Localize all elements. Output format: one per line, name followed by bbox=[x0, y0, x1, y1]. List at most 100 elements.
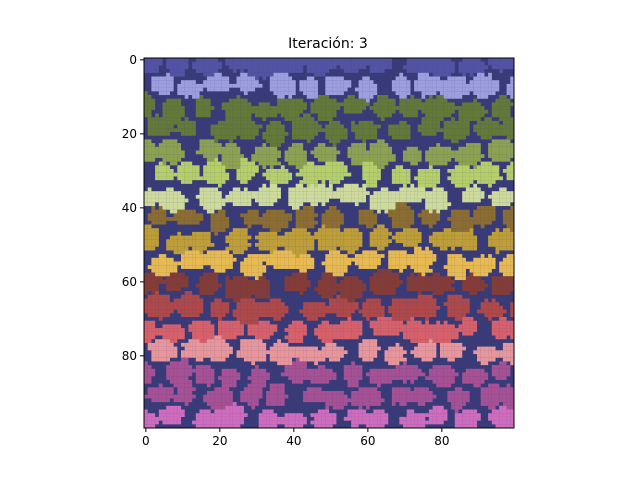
heatmap-cell bbox=[414, 102, 418, 107]
heatmap-cell bbox=[292, 154, 296, 158]
heatmap-cell bbox=[314, 231, 318, 236]
heatmap-cell bbox=[255, 194, 259, 199]
heatmap-cell bbox=[206, 320, 211, 325]
heatmap-cell bbox=[247, 220, 252, 225]
heatmap-cell bbox=[491, 146, 496, 151]
heatmap-cell bbox=[403, 206, 407, 210]
heatmap-cell bbox=[277, 58, 281, 62]
heatmap-cell bbox=[458, 224, 463, 229]
heatmap-cell bbox=[502, 243, 507, 247]
heatmap-cell bbox=[303, 194, 307, 199]
heatmap-cell bbox=[262, 291, 267, 295]
heatmap-cell bbox=[354, 154, 359, 158]
heatmap-cell bbox=[440, 61, 444, 66]
heatmap-cell bbox=[473, 198, 478, 203]
heatmap-cell bbox=[203, 143, 207, 147]
heatmap-cell bbox=[399, 87, 404, 92]
heatmap-cell bbox=[273, 135, 278, 140]
heatmap-cell bbox=[354, 246, 359, 251]
heatmap-cell bbox=[243, 61, 248, 66]
heatmap-cell bbox=[454, 165, 459, 170]
heatmap-cell bbox=[210, 243, 215, 247]
heatmap-cell bbox=[380, 243, 385, 247]
heatmap-cell bbox=[432, 243, 437, 247]
heatmap-cell bbox=[214, 298, 219, 303]
heatmap-cell bbox=[358, 157, 363, 162]
heatmap-cell bbox=[377, 291, 381, 295]
heatmap-cell bbox=[465, 309, 470, 314]
heatmap-cell bbox=[465, 280, 470, 284]
heatmap-cell bbox=[395, 313, 400, 318]
heatmap-cell bbox=[421, 91, 426, 96]
heatmap-cell bbox=[329, 305, 333, 310]
heatmap-cell bbox=[465, 128, 470, 133]
heatmap-cell bbox=[380, 305, 385, 310]
heatmap-cell bbox=[251, 272, 256, 277]
heatmap-cell bbox=[432, 113, 437, 118]
heatmap-cell bbox=[247, 61, 252, 66]
heatmap-cell bbox=[465, 169, 470, 173]
heatmap-cell bbox=[436, 157, 441, 162]
heatmap-cell bbox=[221, 76, 226, 81]
heatmap-cell bbox=[428, 161, 433, 166]
heatmap-cell bbox=[232, 69, 237, 73]
heatmap-cell bbox=[506, 143, 511, 147]
heatmap-cell bbox=[325, 309, 330, 314]
heatmap-cell bbox=[225, 135, 230, 140]
heatmap-cell bbox=[155, 124, 159, 129]
heatmap-cell bbox=[188, 176, 193, 181]
heatmap-cell bbox=[151, 287, 156, 292]
heatmap-cell bbox=[158, 328, 163, 332]
heatmap-cell bbox=[462, 61, 466, 66]
heatmap-cell bbox=[403, 135, 407, 140]
heatmap-cell bbox=[188, 324, 193, 329]
heatmap-cell bbox=[347, 313, 352, 318]
heatmap-cell bbox=[303, 250, 307, 255]
heatmap-cell bbox=[354, 294, 359, 299]
heatmap-cell bbox=[447, 268, 452, 273]
heatmap-cell bbox=[173, 272, 178, 277]
heatmap-cell bbox=[155, 146, 159, 151]
heatmap-cell bbox=[225, 224, 230, 229]
heatmap-cell bbox=[436, 143, 441, 147]
heatmap-cell bbox=[303, 124, 307, 129]
heatmap-cell bbox=[321, 128, 326, 133]
heatmap-cell bbox=[325, 243, 330, 247]
heatmap-cell bbox=[273, 146, 278, 151]
heatmap-cell bbox=[462, 76, 466, 81]
heatmap-cell bbox=[406, 220, 411, 225]
heatmap-cell bbox=[247, 176, 252, 181]
heatmap-cell bbox=[310, 224, 315, 229]
heatmap-cell bbox=[169, 176, 174, 181]
heatmap-cell bbox=[188, 165, 193, 170]
heatmap-cell bbox=[262, 320, 267, 325]
heatmap-cell bbox=[329, 298, 333, 303]
heatmap-cell bbox=[451, 154, 455, 158]
heatmap-cell bbox=[336, 313, 341, 318]
heatmap-cell bbox=[325, 224, 330, 229]
heatmap-cell bbox=[491, 124, 496, 129]
heatmap-cell bbox=[499, 287, 503, 292]
heatmap-cell bbox=[425, 324, 429, 329]
heatmap-cell bbox=[225, 324, 230, 329]
heatmap-cell bbox=[462, 231, 466, 236]
heatmap-cell bbox=[295, 243, 300, 247]
heatmap-cell bbox=[410, 220, 415, 225]
heatmap-cell bbox=[155, 128, 159, 133]
heatmap-cell bbox=[395, 231, 400, 236]
heatmap-cell bbox=[144, 202, 148, 207]
heatmap-cell bbox=[421, 72, 426, 77]
heatmap-cell bbox=[325, 305, 330, 310]
heatmap-cell bbox=[347, 246, 352, 251]
heatmap-cell bbox=[451, 117, 455, 121]
heatmap-cell bbox=[473, 98, 478, 103]
heatmap-cell bbox=[181, 69, 185, 73]
heatmap-cell bbox=[258, 246, 263, 251]
heatmap-cell bbox=[499, 261, 503, 266]
heatmap-cell bbox=[469, 272, 474, 277]
heatmap-cell bbox=[451, 231, 455, 236]
heatmap-cell bbox=[299, 246, 304, 251]
heatmap-cell bbox=[303, 91, 307, 96]
heatmap-cell bbox=[299, 287, 304, 292]
heatmap-cell bbox=[347, 80, 352, 84]
